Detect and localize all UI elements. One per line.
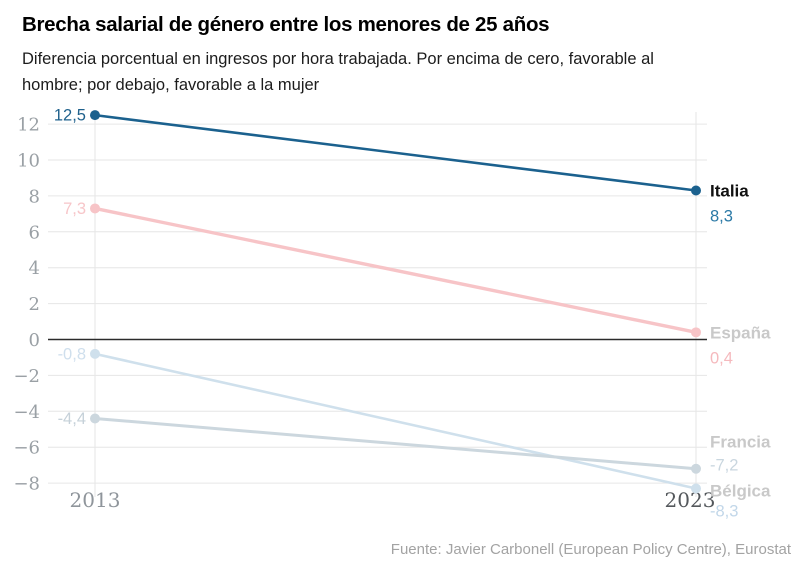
source-attribution: Fuente: Javier Carbonell (European Polic… [390,541,791,558]
italia-start-value: 12,5 [54,107,86,125]
belgica-end-value: -8,3 [710,502,738,520]
francia-end-value: -7,2 [710,457,738,475]
espana-label: España [710,323,771,342]
espana-end-dot [691,327,701,338]
chart-title: Brecha salarial de género entre los meno… [22,13,550,36]
italia-end-value: 8,3 [710,208,733,226]
espana-start-value: 7,3 [63,200,86,218]
espana-start-dot [90,203,100,214]
francia-start-value: -4,4 [58,410,86,428]
chart-canvas: 12 10 8 6 4 2 0 −2 −4 −6 −8 2013 2023 12,5 Italia 8,3 7,… [13,107,771,521]
belgica-start-value: -0,8 [58,345,86,363]
y-tick-label: 0 [29,330,40,351]
y-tick-label: −2 [13,366,40,387]
y-tick-label: −6 [13,438,40,459]
francia-end-dot [691,463,701,474]
y-tick-label: 4 [29,258,40,279]
italia-start-dot [90,110,100,121]
francia-start-dot [90,413,100,424]
y-tick-label: 10 [17,151,40,172]
y-tick-label: 2 [29,294,40,315]
y-tick-label: 8 [29,186,40,207]
y-tick-label: −4 [13,402,40,423]
italia-line [93,113,698,192]
francia-line [93,416,698,471]
x-tick-label: 2013 [70,488,121,512]
x-tick-label: 2023 [665,488,716,512]
belgica-label: Bélgica [710,481,771,500]
italia-end-dot [691,185,701,196]
francia-label: Francia [710,433,771,452]
y-tick-label: 6 [29,222,40,243]
gender-pay-gap-chart: 12 10 8 6 4 2 0 −2 −4 −6 −8 2013 2023 12,5 Italia 8,3 7,… [0,100,805,545]
chart-header: Brecha salarial de género entre los meno… [22,13,784,98]
chart-subtitle: Diferencia porcentual en ingresos por ho… [22,50,654,94]
espana-line [93,206,698,335]
belgica-start-dot [90,348,100,359]
belgica-line [93,352,698,490]
espana-end-value: 0,4 [710,349,733,367]
y-tick-label: 12 [17,115,40,136]
y-tick-label: −8 [13,474,40,495]
belgica-end-dot [691,483,701,494]
italia-label: Italia [710,182,749,201]
